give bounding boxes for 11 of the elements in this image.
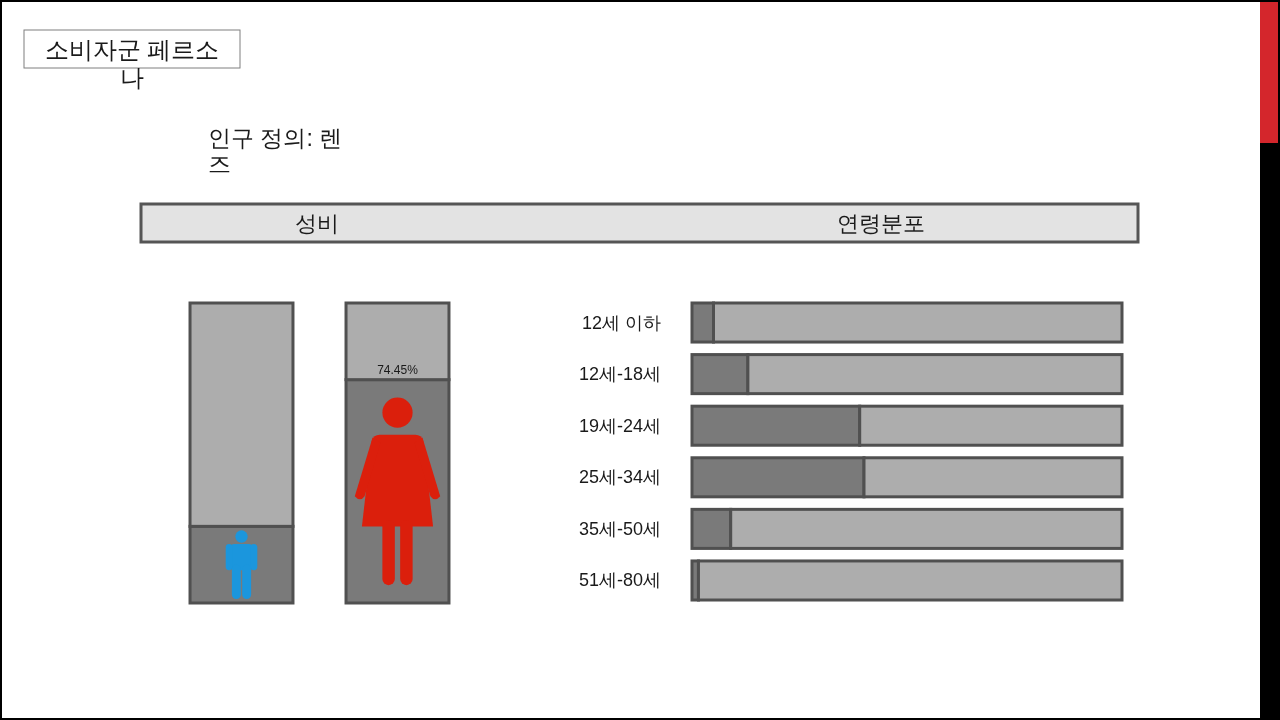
y-tick-label: 35세-50세 [578, 518, 661, 539]
chart-title: 연령분포 [837, 210, 925, 236]
y-tick-label: 51세-80세 [578, 570, 661, 591]
y-tick-label: 12세-18세 [578, 364, 661, 385]
y-tick-label: 25세-34세 [578, 467, 661, 488]
y-tick-label: 12세 이하 [581, 312, 661, 333]
text: 인구 정의: 렌즈 [208, 125, 343, 177]
data-label: 74.45% [377, 362, 419, 377]
text: 소비자군 페르소나 [44, 36, 220, 91]
y-tick-label: 19세-24세 [578, 415, 661, 436]
chart-title: 성비 [295, 210, 339, 236]
